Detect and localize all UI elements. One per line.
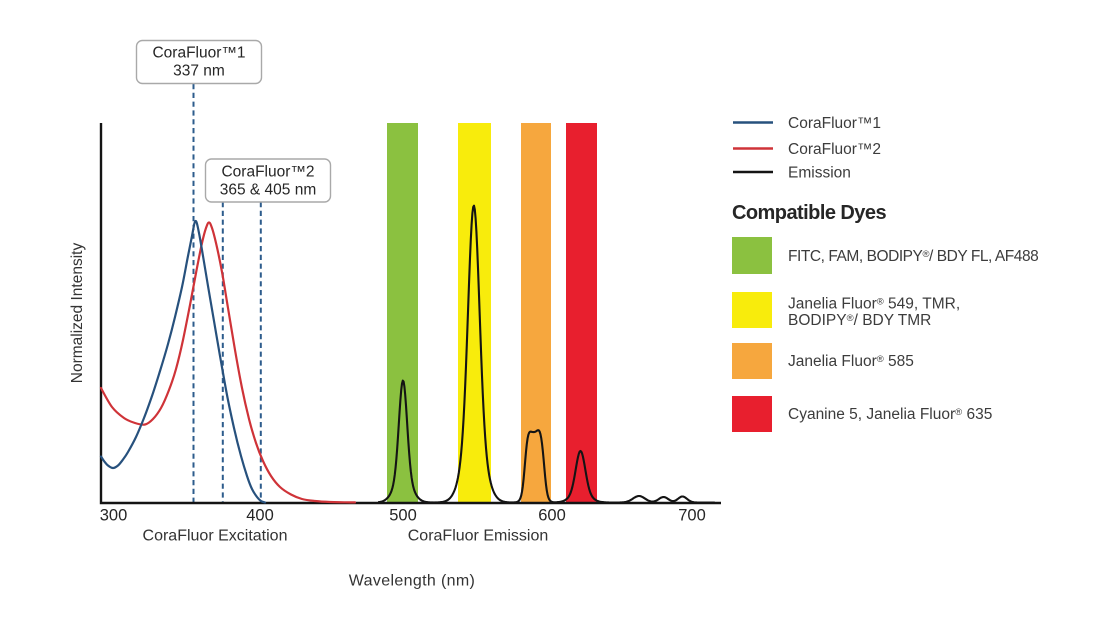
svg-text:BODIPY®/ BDY TMR: BODIPY®/ BDY TMR <box>788 312 931 329</box>
svg-text:500: 500 <box>389 507 417 525</box>
svg-text:Normalized Intensity: Normalized Intensity <box>69 243 86 384</box>
svg-text:Wavelength (nm): Wavelength (nm) <box>349 573 475 590</box>
svg-text:600: 600 <box>538 507 566 525</box>
svg-text:CoraFluor Emission: CoraFluor Emission <box>408 528 548 545</box>
svg-text:400: 400 <box>246 507 274 525</box>
svg-text:700: 700 <box>678 507 706 525</box>
svg-text:FITC, FAM, BODIPY®/ BDY FL, AF: FITC, FAM, BODIPY®/ BDY FL, AF488 <box>788 248 1038 265</box>
svg-text:CoraFluor™2: CoraFluor™2 <box>788 141 881 158</box>
svg-text:Emission: Emission <box>788 165 851 182</box>
svg-text:Janelia Fluor® 585: Janelia Fluor® 585 <box>788 353 914 370</box>
svg-text:Compatible Dyes: Compatible Dyes <box>732 202 886 224</box>
svg-text:CoraFluor™2: CoraFluor™2 <box>221 164 314 181</box>
svg-text:Cyanine 5, Janelia Fluor® 635: Cyanine 5, Janelia Fluor® 635 <box>788 406 992 423</box>
svg-text:CoraFluor™1: CoraFluor™1 <box>788 115 881 132</box>
svg-text:337 nm: 337 nm <box>173 63 225 80</box>
svg-text:CoraFluor™1: CoraFluor™1 <box>152 45 245 62</box>
svg-text:Janelia Fluor® 549, TMR,: Janelia Fluor® 549, TMR, <box>788 296 960 313</box>
svg-text:300: 300 <box>100 507 128 525</box>
svg-text:365 & 405 nm: 365 & 405 nm <box>220 182 317 199</box>
svg-text:CoraFluor Excitation: CoraFluor Excitation <box>143 528 288 545</box>
